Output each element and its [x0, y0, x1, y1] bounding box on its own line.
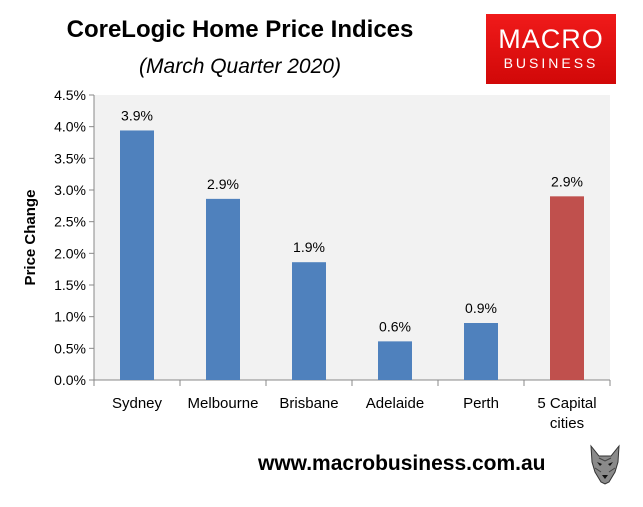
- data-label: 1.9%: [293, 239, 325, 255]
- x-tick-label: Sydney: [112, 395, 163, 412]
- y-tick-label: 3.0%: [54, 182, 86, 198]
- y-tick-label: 0.5%: [54, 340, 86, 356]
- plot-area: [94, 95, 610, 380]
- bar: [464, 323, 498, 380]
- bar: [550, 196, 584, 380]
- y-tick-label: 1.5%: [54, 277, 86, 293]
- y-tick-label: 1.0%: [54, 309, 86, 325]
- chart-title: CoreLogic Home Price Indices: [66, 16, 414, 43]
- x-tick-label: Adelaide: [366, 395, 424, 412]
- x-tick-label: cities: [550, 415, 584, 432]
- y-tick-label: 4.0%: [54, 119, 86, 135]
- macrobusiness-logo: MACRO BUSINESS: [486, 14, 616, 84]
- logo-line-1: MACRO: [498, 24, 604, 54]
- y-tick-label: 2.5%: [54, 214, 86, 230]
- y-tick-label: 4.5%: [54, 87, 86, 103]
- x-tick-label: 5 Capital: [537, 395, 596, 412]
- bar: [206, 198, 240, 380]
- y-tick-label: 2.0%: [54, 245, 86, 261]
- wolf-head-icon: [585, 442, 625, 486]
- y-tick-label: 3.5%: [54, 150, 86, 166]
- data-label: 2.9%: [551, 173, 583, 189]
- x-tick-label: Melbourne: [188, 395, 259, 412]
- logo-line-2: BUSINESS: [503, 55, 599, 71]
- bar: [120, 130, 154, 380]
- data-label: 2.9%: [207, 176, 239, 192]
- bar: [378, 341, 412, 380]
- y-axis-title: Price Change: [22, 190, 39, 286]
- y-tick-label: 0.0%: [54, 372, 86, 388]
- data-label: 0.9%: [465, 300, 497, 316]
- bar: [292, 262, 326, 380]
- x-tick-label: Brisbane: [279, 395, 338, 412]
- website-url: www.macrobusiness.com.au: [258, 452, 546, 475]
- chart-subtitle: (March Quarter 2020): [139, 55, 341, 78]
- data-label: 0.6%: [379, 318, 411, 334]
- x-tick-label: Perth: [463, 395, 499, 412]
- data-label: 3.9%: [121, 107, 153, 123]
